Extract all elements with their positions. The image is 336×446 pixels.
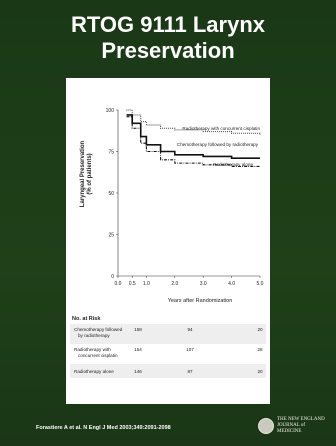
risk-row-2-value-5: 28 [257, 347, 263, 352]
risk-row-3-value-5: 20 [257, 369, 263, 374]
x-tick-label-6: 5.0 [257, 281, 264, 287]
x-axis-label: Years after Randomization [168, 298, 233, 304]
risk-row-2-label-line-2: concurrent cisplatin [78, 353, 118, 358]
survival-chart: 0 25 50 75 100 0.0 0.5 1.0 2.0 3.0 4.0 5.0 Laryngea… [70, 108, 266, 378]
risk-row-1-band [70, 324, 266, 344]
series-line-2 [126, 116, 260, 167]
x-tick-label-5: 4.0 [228, 281, 235, 287]
risk-row-2-value-2: 107 [186, 347, 194, 352]
risk-row-1-value-0: 158 [134, 327, 142, 332]
risk-row-3-value-0: 146 [134, 369, 142, 374]
series-line-1 [126, 114, 260, 159]
risk-row-2-value-0: 154 [134, 347, 142, 352]
series-line-0 [126, 109, 261, 135]
risk-row-3-value-2: 87 [187, 369, 193, 374]
y-tick-label-4: 100 [106, 108, 115, 114]
y-tick-label-1: 25 [108, 232, 114, 238]
risk-row-3-label: Radiotherapy alone [74, 369, 114, 374]
risk-row-2-label: Radiotherapy with concurrent cisplatin [74, 347, 118, 358]
risk-row-1-label-line-1: Chemotherapy followed [74, 327, 123, 332]
slide-title: RTOG 9111 Larynx Preservation [0, 12, 336, 64]
citation: Forastiere A et al. N Engl J Med 2003;34… [36, 425, 171, 431]
x-tick-label-0: 0.0 [115, 281, 122, 287]
y-axis-label-line-2: (% of patients) [87, 153, 93, 194]
risk-table-header: No. at Risk [72, 316, 101, 322]
survival-figure: 0 25 50 75 100 0.0 0.5 1.0 2.0 3.0 4.0 5.0 Laryngea… [66, 78, 270, 404]
risk-row-1-value-5: 20 [257, 327, 263, 332]
title-line-1: RTOG 9111 Larynx [70, 12, 266, 37]
x-tick-label-1: 0.5 [129, 281, 136, 287]
y-tick-label-0: 0 [111, 274, 114, 280]
risk-row-1-label-line-2: by radiotherapy [78, 333, 110, 338]
y-axis-label-line-1: Laryngeal Preservation [80, 140, 86, 207]
legend-label-radiotherapy-alone: Radiotherapy alone [213, 162, 253, 167]
nejm-seal-icon [258, 418, 274, 434]
nejm-logo: THE NEW ENGLAND JOURNAL of MEDICINE [258, 412, 330, 440]
legend-label-concurrent-cisplatin: Radiotherapy with concurrent cisplatin [182, 126, 260, 131]
y-tick-label-3: 75 [108, 149, 114, 155]
legend-label-chemo-then-radiotherapy: Chemotherapy followed by radiotherapy [177, 142, 259, 147]
y-tick-label-2: 50 [108, 191, 114, 197]
nejm-logo-text: THE NEW ENGLAND JOURNAL of MEDICINE [277, 417, 325, 434]
x-tick-label-2: 1.0 [143, 281, 150, 287]
x-tick-label-3: 2.0 [171, 281, 178, 287]
risk-row-3-band [70, 364, 266, 378]
risk-row-2-label-line-1: Radiotherapy with [74, 347, 111, 352]
risk-row-1-label: Chemotherapy followed by radiotherapy [74, 327, 124, 338]
title-line-2: Preservation [101, 38, 235, 63]
risk-row-1-value-2: 94 [187, 327, 193, 332]
x-tick-label-4: 3.0 [200, 281, 207, 287]
